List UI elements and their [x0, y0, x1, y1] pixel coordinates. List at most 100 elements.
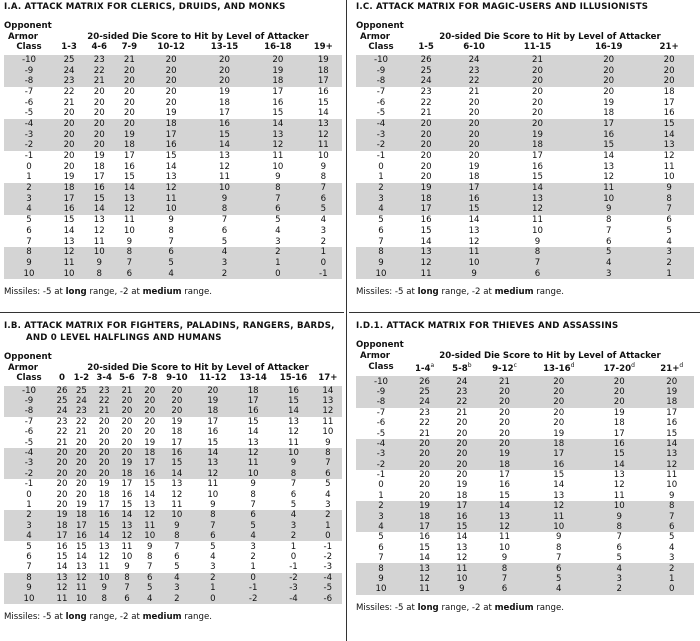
score-cell: 11	[70, 582, 93, 594]
score-cell: 4	[669, 542, 675, 553]
score-cell: 11	[207, 479, 219, 490]
score-cell: 20	[192, 385, 233, 396]
score-cell: 3	[644, 246, 694, 258]
column-header: 17+	[314, 373, 342, 386]
score-cell: 16	[92, 510, 116, 521]
header-cell: 20-sided Die Score to Hit by Level of At…	[87, 362, 309, 373]
score-cell: 10	[443, 573, 481, 585]
score-cell: 20	[161, 385, 193, 396]
score-cell: 20	[54, 118, 85, 130]
score-cell: 16	[663, 108, 675, 119]
score-cell: 0	[304, 257, 342, 269]
score-cell: 14	[114, 182, 145, 194]
score-cell: 20	[443, 449, 481, 460]
score-cell: 17	[666, 407, 678, 418]
score-cell: 8	[649, 501, 694, 512]
column-label: 16-18	[264, 42, 292, 52]
column-header: 1-5	[406, 42, 446, 55]
score-cell: 14	[456, 532, 468, 543]
attack-matrix: Opponent Armor 20-sided Die Score to Hit b…	[356, 21, 694, 279]
header-cell: Class	[16, 42, 42, 52]
score-cell: 20	[123, 108, 135, 119]
table-row: -4 20 20 20 18 16 14	[356, 438, 694, 450]
table-row: -5 21 20 20 18 16	[356, 108, 694, 119]
score-cell: 20	[406, 449, 444, 460]
armor-class: 8	[356, 563, 406, 574]
score-cell: 9	[124, 562, 130, 573]
score-cell: 15	[272, 108, 284, 119]
score-cell: 14	[161, 468, 193, 480]
score-cell: 20	[406, 129, 447, 140]
score-cell: 5	[573, 246, 645, 258]
score-cell: 16	[588, 438, 650, 450]
score-cell: 6	[666, 215, 672, 226]
score-cell: 12	[54, 246, 85, 258]
score-cell: 9	[161, 520, 193, 531]
table-row: 9 12 11 9 7 5 3 1 -1 -3 -5	[4, 582, 342, 594]
column-header: 17-20d	[589, 361, 650, 376]
column-header: 16-19	[573, 42, 644, 55]
column-label: 7-8	[141, 373, 158, 383]
score-cell: 15	[161, 458, 193, 469]
score-cell: 25	[406, 386, 444, 398]
score-cell: 20	[420, 161, 432, 172]
score-cell: 7	[192, 520, 233, 531]
score-cell: 22	[443, 397, 481, 408]
score-cell: 11	[98, 562, 110, 573]
score-cell: 10	[54, 268, 85, 279]
score-cell: 13	[219, 151, 230, 162]
column-label: 21+	[659, 42, 679, 52]
column-label: 21+	[660, 363, 680, 374]
score-cell: 20	[92, 447, 116, 459]
score-cell: 20	[443, 438, 481, 450]
score-cell: 20	[56, 479, 68, 490]
score-cell: 20	[92, 458, 116, 469]
score-cell: 19	[75, 499, 87, 510]
score-cell: 23	[446, 65, 502, 76]
score-cell: 15	[443, 521, 481, 533]
score-cell: 20	[75, 437, 87, 448]
score-cell: 20	[532, 108, 543, 119]
column-label: 5-6	[119, 373, 135, 383]
score-cell: 21	[84, 75, 115, 87]
armor-class: 8	[4, 572, 54, 583]
table-row: -10 26 25 23 21 20 20 20 18 16 14	[4, 385, 342, 396]
score-cell: 16	[144, 140, 198, 151]
score-cell: 8	[556, 542, 562, 553]
score-cell: 10	[123, 225, 135, 236]
score-cell: 20	[644, 65, 694, 76]
armor-class: 7	[378, 553, 384, 564]
column-label: 6-10	[463, 42, 485, 52]
score-cell: 20	[456, 428, 468, 439]
missiles-text: Missiles: -5 at	[356, 286, 418, 297]
score-cell: 11	[288, 437, 299, 448]
score-cell: 2	[250, 551, 256, 562]
table-row: 1 20 18 15 13 11 9	[356, 491, 694, 501]
header-row: Armor 20-sided Die Score to Hit by Level …	[4, 32, 342, 43]
score-cell: 15	[197, 129, 252, 140]
score-cell: 20	[144, 54, 198, 66]
table-row: -1 20 20 17 15 13 11	[356, 470, 694, 480]
score-cell: 3	[197, 257, 252, 269]
score-cell: 19	[649, 386, 694, 398]
score-cell: 5	[304, 204, 342, 215]
score-cell: 9	[644, 182, 694, 194]
column-header: 11-15	[502, 42, 573, 55]
table-row: -10 26 24 21 20 20 20	[356, 376, 694, 387]
score-cell: 20	[501, 75, 574, 87]
score-cell: 20	[121, 416, 133, 427]
score-cell: 26	[54, 385, 71, 396]
score-cell: 3	[275, 236, 281, 247]
armor-class: 3	[4, 520, 54, 531]
column-label: 19+	[313, 42, 333, 52]
score-cell: 20	[63, 108, 75, 119]
score-cell: 14	[313, 385, 342, 396]
column-note: d	[679, 362, 684, 369]
armor-class: -9	[4, 395, 54, 407]
score-cell: 6	[528, 563, 589, 574]
table-row: 7 14 12 9 6 4	[356, 236, 694, 247]
armor-class: 4	[4, 530, 54, 542]
armor-class: 1	[378, 172, 384, 183]
score-cell: 5	[669, 532, 675, 543]
table-row: 0 20 18 16 14 12 10 9	[4, 161, 342, 172]
